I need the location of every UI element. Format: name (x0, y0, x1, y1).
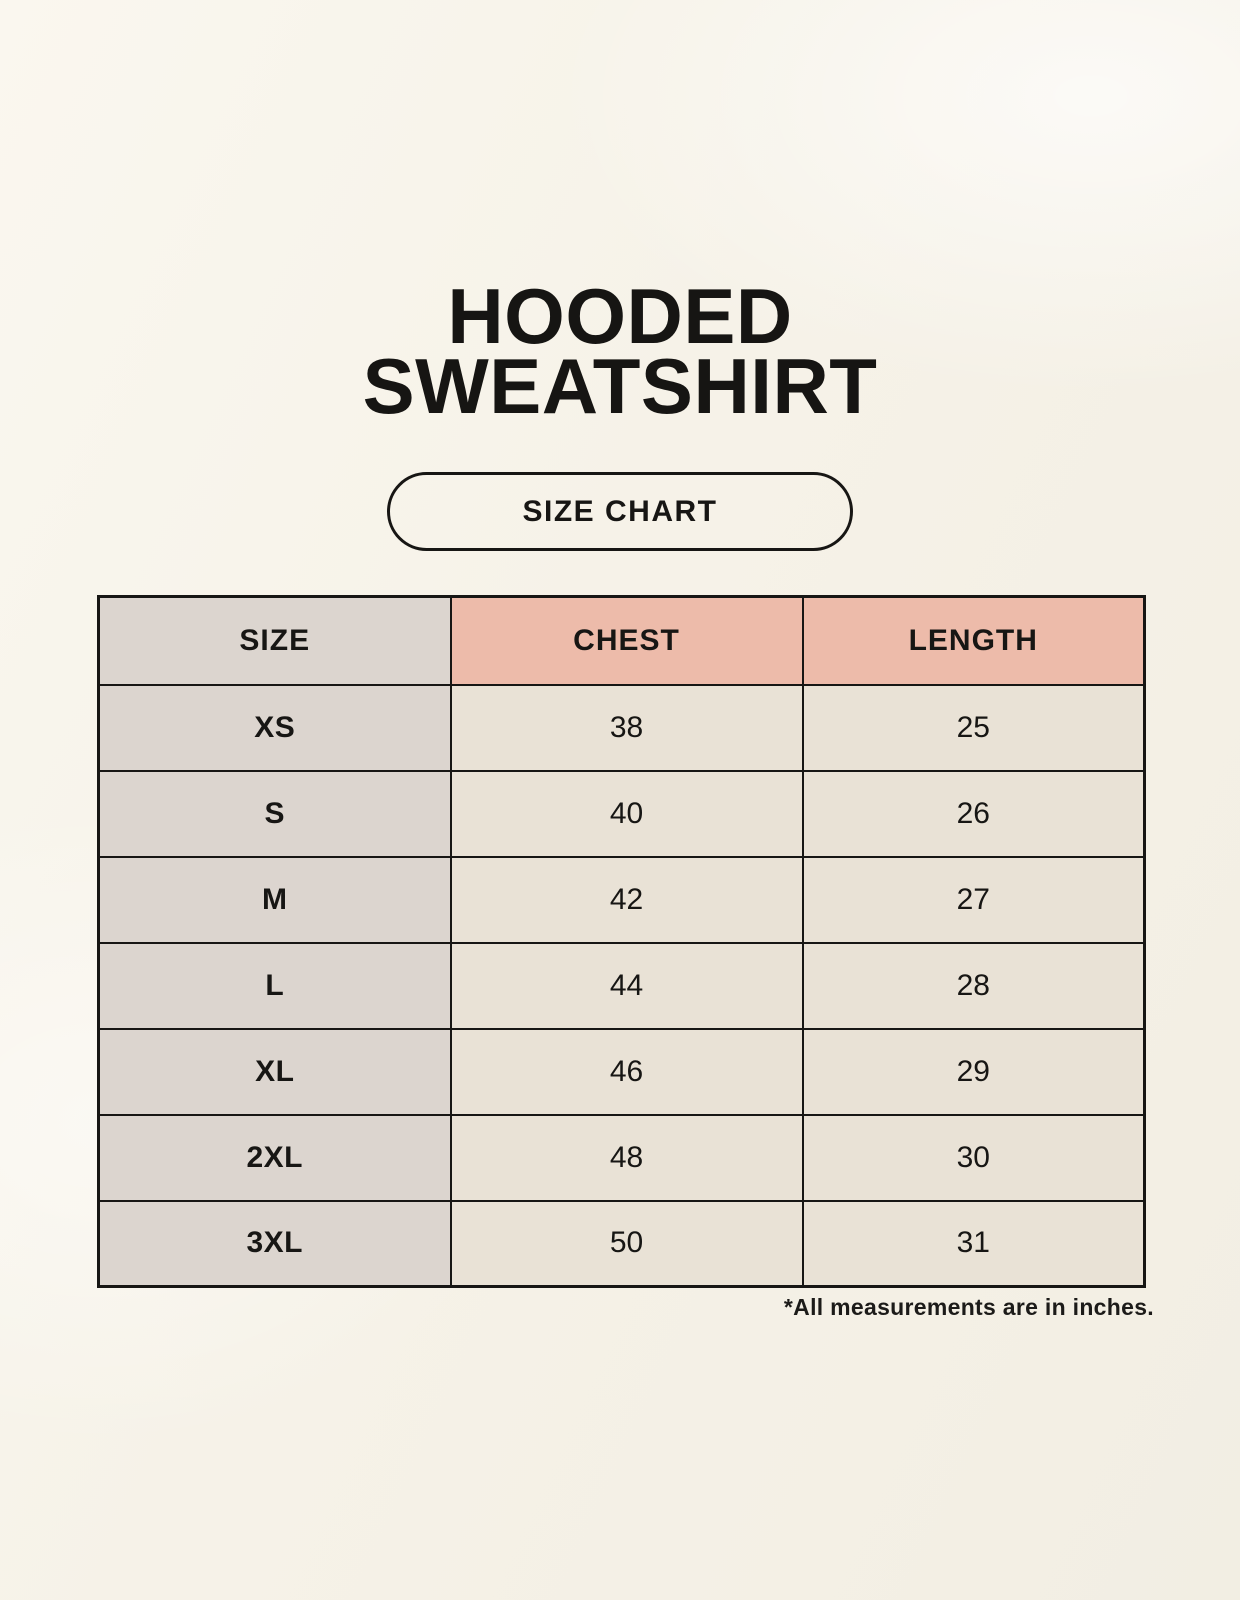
table-row: M 42 27 (97, 855, 1146, 944)
chest-cell: 40 (449, 769, 804, 858)
header-length: LENGTH (801, 595, 1146, 686)
measurements-footnote: *All measurements are in inches. (783, 1294, 1154, 1320)
size-cell: XL (97, 1027, 452, 1116)
chest-cell: 46 (449, 1027, 804, 1116)
length-cell: 29 (801, 1027, 1146, 1116)
length-cell: 28 (801, 941, 1146, 1030)
table-row: 3XL 50 31 (97, 1199, 1146, 1288)
length-cell: 25 (801, 683, 1146, 772)
table-row: 2XL 48 30 (97, 1113, 1146, 1202)
header-size: SIZE (97, 595, 452, 686)
page-title: HOODED SWEATSHIRT (0, 272, 1240, 430)
size-cell: 3XL (97, 1199, 452, 1288)
size-cell: S (97, 769, 452, 858)
size-chart-badge-label: SIZE CHART (522, 494, 718, 528)
length-cell: 27 (801, 855, 1146, 944)
length-cell: 26 (801, 769, 1146, 858)
size-table: SIZE CHEST LENGTH XS 38 25 S 40 26 M 42 … (97, 595, 1146, 1288)
length-cell: 30 (801, 1113, 1146, 1202)
title-line-2: SWEATSHIRT (362, 342, 878, 430)
size-cell: M (97, 855, 452, 944)
size-cell: XS (97, 683, 452, 772)
table-row: L 44 28 (97, 941, 1146, 1030)
chest-cell: 42 (449, 855, 804, 944)
table-header-row: SIZE CHEST LENGTH (97, 595, 1146, 686)
chest-cell: 48 (449, 1113, 804, 1202)
size-cell: 2XL (97, 1113, 452, 1202)
length-cell: 31 (801, 1199, 1146, 1288)
chest-cell: 38 (449, 683, 804, 772)
header-chest: CHEST (449, 595, 804, 686)
table-row: XL 46 29 (97, 1027, 1146, 1116)
chest-cell: 50 (449, 1199, 804, 1288)
chest-cell: 44 (449, 941, 804, 1030)
size-cell: L (97, 941, 452, 1030)
title-line-1: HOODED (447, 272, 793, 360)
table-row: XS 38 25 (97, 683, 1146, 772)
table-row: S 40 26 (97, 769, 1146, 858)
size-chart-badge[interactable]: SIZE CHART (387, 472, 853, 551)
